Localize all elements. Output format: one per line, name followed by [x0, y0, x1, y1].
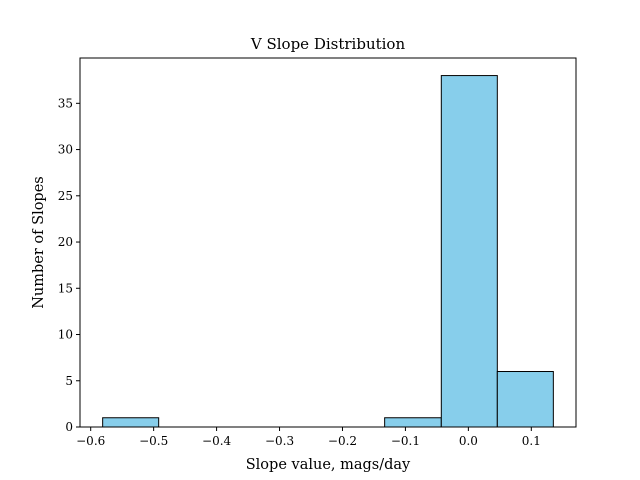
- histogram-bar: [384, 417, 442, 428]
- y-tick-label: 30: [58, 143, 73, 157]
- chart-title: V Slope Distribution: [250, 35, 406, 53]
- x-tick-label: 0.1: [522, 434, 541, 448]
- y-tick-label: 15: [58, 281, 73, 295]
- x-tick-label: −0.6: [76, 434, 105, 448]
- x-tick-label: −0.2: [328, 434, 357, 448]
- y-axis-title: Number of Slopes: [31, 176, 47, 309]
- y-tick-label: 20: [58, 235, 73, 249]
- x-tick-label: −0.5: [139, 434, 168, 448]
- histogram-bar: [496, 371, 554, 428]
- x-tick-label: −0.3: [265, 434, 294, 448]
- y-tick-label: 0: [65, 420, 73, 434]
- y-tick-label: 5: [65, 374, 73, 388]
- histogram-bar: [440, 75, 498, 428]
- plot-frame: [79, 57, 577, 428]
- bars-group: [102, 75, 554, 428]
- x-tick-label: −0.1: [391, 434, 420, 448]
- x-axis-title: Slope value, mags/day: [246, 457, 411, 473]
- y-axis-ticks: 0 5 10 15 20 25 30 35: [58, 96, 80, 434]
- x-axis-ticks: −0.6 −0.5 −0.4 −0.3 −0.2 −0.1 0.0 0.1: [76, 427, 541, 448]
- y-tick-label: 25: [58, 189, 73, 203]
- y-tick-label: 10: [58, 328, 73, 342]
- x-tick-label: −0.4: [202, 434, 232, 448]
- y-tick-label: 35: [58, 96, 73, 110]
- x-tick-label: 0.0: [459, 434, 478, 448]
- histogram-bar: [102, 417, 160, 428]
